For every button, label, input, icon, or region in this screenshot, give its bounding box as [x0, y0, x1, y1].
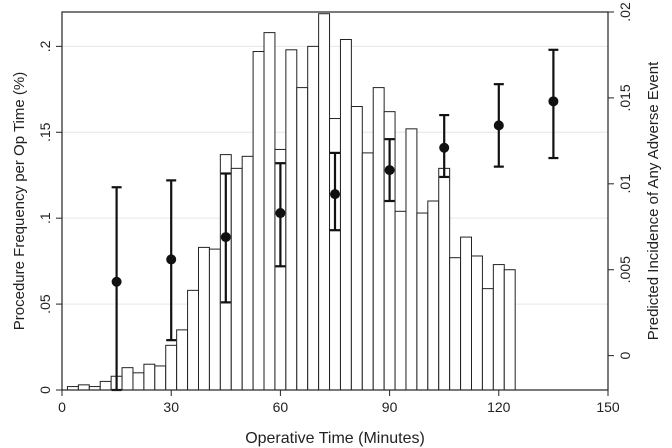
histogram-bar	[449, 257, 462, 391]
x-tick-label: 150	[596, 399, 620, 415]
histogram-bar	[339, 38, 352, 391]
histogram-bar	[143, 363, 156, 391]
histogram-bar	[405, 128, 418, 391]
data-point	[493, 120, 504, 131]
y-right-tick-label: .015	[617, 84, 633, 111]
histogram-bar	[438, 167, 451, 391]
data-point	[384, 165, 395, 176]
x-tick-label: 90	[382, 399, 398, 415]
histogram-bar	[241, 155, 254, 391]
histogram-bar	[394, 210, 407, 391]
x-tick-label: 120	[487, 399, 511, 415]
histogram-bar	[481, 288, 494, 391]
x-tick-label: 30	[163, 399, 179, 415]
histogram-bar	[296, 87, 309, 391]
histogram-bar	[154, 365, 167, 391]
histogram-bar	[176, 329, 189, 391]
y-axis-left-label: Procedure Frequency per Op Time (%)	[11, 72, 28, 330]
x-axis-label: Operative Time (Minutes)	[245, 430, 425, 447]
histogram-bar	[263, 32, 276, 391]
plot-frame	[61, 11, 609, 391]
data-point	[439, 142, 450, 153]
data-point	[111, 276, 122, 287]
error-bars	[111, 48, 559, 392]
y-left-tick-label: 0	[37, 386, 53, 394]
histogram-bars	[66, 13, 516, 391]
histogram-bar	[460, 236, 472, 391]
y-axis-left: 0 .05 .1 .15 .2	[37, 40, 62, 394]
histogram-bar	[99, 380, 112, 391]
histogram-bar	[121, 367, 134, 391]
data-point	[548, 96, 559, 107]
histogram-bar	[165, 344, 178, 391]
data-point	[330, 189, 340, 200]
x-tick-label: 60	[273, 399, 289, 415]
histogram-bar	[252, 51, 265, 391]
histogram-bar	[208, 248, 221, 391]
histogram-bar	[492, 264, 505, 391]
y-right-tick-label: .02	[617, 2, 633, 22]
data-point	[220, 232, 231, 243]
y-axis-right: 0 .005 .01 .015 .02	[608, 2, 633, 360]
data-point	[166, 254, 177, 265]
histogram-bar	[132, 372, 145, 391]
histogram-bar	[427, 200, 440, 391]
data-point	[275, 208, 286, 219]
y-left-tick-label: .05	[37, 294, 53, 314]
histogram-bar	[198, 246, 210, 391]
x-axis: 0 30 60 90 120 150	[58, 390, 620, 415]
histogram-bar	[503, 269, 516, 391]
histogram-bar	[350, 106, 363, 391]
histogram-bar	[307, 45, 320, 391]
x-tick-label: 0	[58, 399, 66, 415]
histogram-bar	[361, 152, 374, 391]
histogram-bar	[230, 167, 243, 391]
histogram-bar	[187, 289, 200, 391]
histogram-bar	[318, 13, 331, 391]
histogram-bar	[285, 49, 298, 391]
y-right-tick-label: .005	[617, 256, 633, 283]
histogram-bar	[471, 255, 483, 391]
histogram-bar	[372, 87, 385, 391]
y-left-tick-label: .2	[37, 40, 53, 52]
y-right-tick-label: 0	[617, 352, 633, 360]
histogram-bar	[416, 212, 429, 391]
y-axis-right-label: Predicted Incidence of Any Adverse Event	[645, 61, 662, 340]
y-left-tick-label: .15	[37, 122, 53, 142]
y-right-tick-label: .01	[617, 174, 633, 194]
plot-area	[61, 11, 609, 392]
histogram-bar	[77, 384, 90, 391]
data-points	[111, 96, 559, 287]
y-left-tick-label: .1	[37, 212, 53, 224]
